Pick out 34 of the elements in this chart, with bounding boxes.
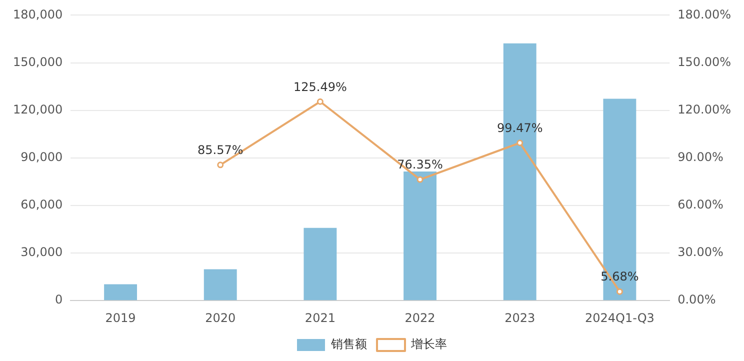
legend-label: 增长率	[410, 337, 447, 352]
point	[516, 140, 524, 146]
y-tick-label: 180,000	[13, 7, 63, 22]
x-tick-label: 2021	[304, 310, 336, 325]
point	[316, 98, 324, 105]
y2-tick-label: 150.00%	[678, 54, 731, 69]
point	[616, 288, 623, 295]
y-tick-label: 30,000	[20, 245, 63, 260]
y-tick-label: 120,000	[13, 102, 63, 116]
y2-tick-label: 60.00%	[678, 198, 724, 212]
x-tick-label: 2023	[504, 310, 536, 325]
bar	[603, 98, 636, 300]
x-tick-label: 2019	[105, 310, 136, 325]
data-label: 125.49%	[294, 80, 347, 94]
y-tick-label: 60,000	[20, 198, 63, 212]
bar	[104, 284, 138, 300]
x-tick-label: 2020	[205, 310, 236, 325]
bar	[404, 172, 437, 300]
x-tick-label: 2024Q1-Q3	[584, 310, 654, 325]
x-tick-label: 2022	[404, 310, 436, 325]
y2-tick-label: 180.00%	[678, 7, 731, 22]
y2-tick-label: 90.00%	[678, 150, 724, 164]
y2-tick-label: 0.00%	[678, 292, 716, 307]
y-tick-label: 150,000	[13, 54, 63, 69]
y-tick-label: 0	[54, 292, 63, 307]
bar	[304, 228, 337, 300]
data-label: 85.57%	[197, 143, 244, 158]
y2-tick-label: 120.00%	[678, 102, 731, 116]
bar	[204, 269, 237, 300]
point	[217, 162, 224, 168]
y2-tick-label: 30.00%	[678, 245, 724, 260]
legend-label: 销售额	[330, 337, 367, 352]
point	[416, 176, 424, 183]
y-tick-label: 90,000	[20, 150, 63, 164]
